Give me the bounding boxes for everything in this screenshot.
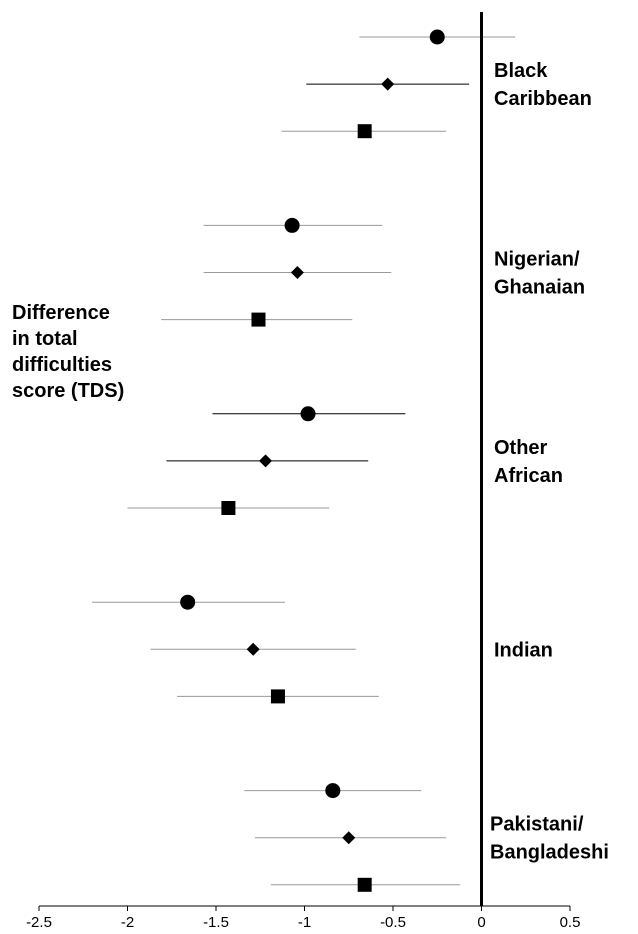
group-label-line: Ghanaian	[494, 277, 585, 299]
estimate-marker-square	[270, 689, 285, 704]
estimate-marker-circle	[300, 406, 316, 422]
group-label: Pakistani/Bangladeshi	[490, 814, 609, 864]
group-label-line: Bangladeshi	[490, 842, 609, 864]
group-label: Indian	[494, 639, 553, 661]
y-axis-label-line: score (TDS)	[12, 380, 124, 402]
x-tick-label: 0	[477, 914, 485, 931]
group-label-line: Indian	[494, 639, 553, 661]
y-axis-label-line: difficulties	[12, 354, 112, 376]
estimate-marker-circle	[284, 217, 300, 233]
ci-lines-layer	[92, 36, 516, 886]
group-label: Other African	[494, 437, 563, 487]
x-tick-label: -2.5	[26, 914, 52, 931]
group-label-line: Nigerian/	[494, 249, 580, 271]
y-axis-label: Difference in total difficulties score (…	[12, 302, 124, 402]
group-label: Black Caribbean	[494, 60, 592, 110]
x-tick-label: 0.5	[560, 914, 581, 931]
estimate-marker-square	[357, 877, 372, 892]
group-label-line: Black	[494, 60, 548, 82]
x-tick-label: -0.5	[380, 914, 406, 931]
estimate-marker-square	[221, 501, 236, 515]
x-axis-ticks: -2.5 -2 -1.5 -1 -0.5 0 0.5	[26, 906, 580, 931]
group-label: Nigerian/Ghanaian	[494, 249, 585, 299]
estimate-marker-circle	[325, 783, 341, 799]
markers-layer	[180, 29, 445, 892]
x-tick-label: -2	[121, 914, 134, 931]
estimate-marker-diamond	[381, 77, 395, 91]
y-axis-label-line: in total	[12, 328, 78, 350]
estimate-marker-circle	[429, 29, 445, 45]
group-label-line: African	[494, 465, 563, 487]
group-label-line: Pakistani/	[490, 814, 584, 836]
group-label-line: Caribbean	[494, 88, 592, 110]
estimate-marker-diamond	[259, 454, 273, 468]
estimate-marker-square	[251, 312, 266, 327]
estimate-marker-circle	[180, 594, 196, 610]
y-axis-label-line: Difference	[12, 302, 110, 324]
estimate-marker-square	[357, 124, 372, 139]
x-tick-label: -1	[298, 914, 311, 931]
group-labels: Black Caribbean Nigerian/Ghanaian Other Afri…	[490, 60, 609, 864]
group-label-line: Other	[494, 437, 548, 459]
estimate-marker-diamond	[246, 642, 260, 656]
estimate-marker-diamond	[342, 831, 356, 845]
x-tick-label: -1.5	[203, 914, 229, 931]
estimate-marker-diamond	[290, 266, 304, 279]
